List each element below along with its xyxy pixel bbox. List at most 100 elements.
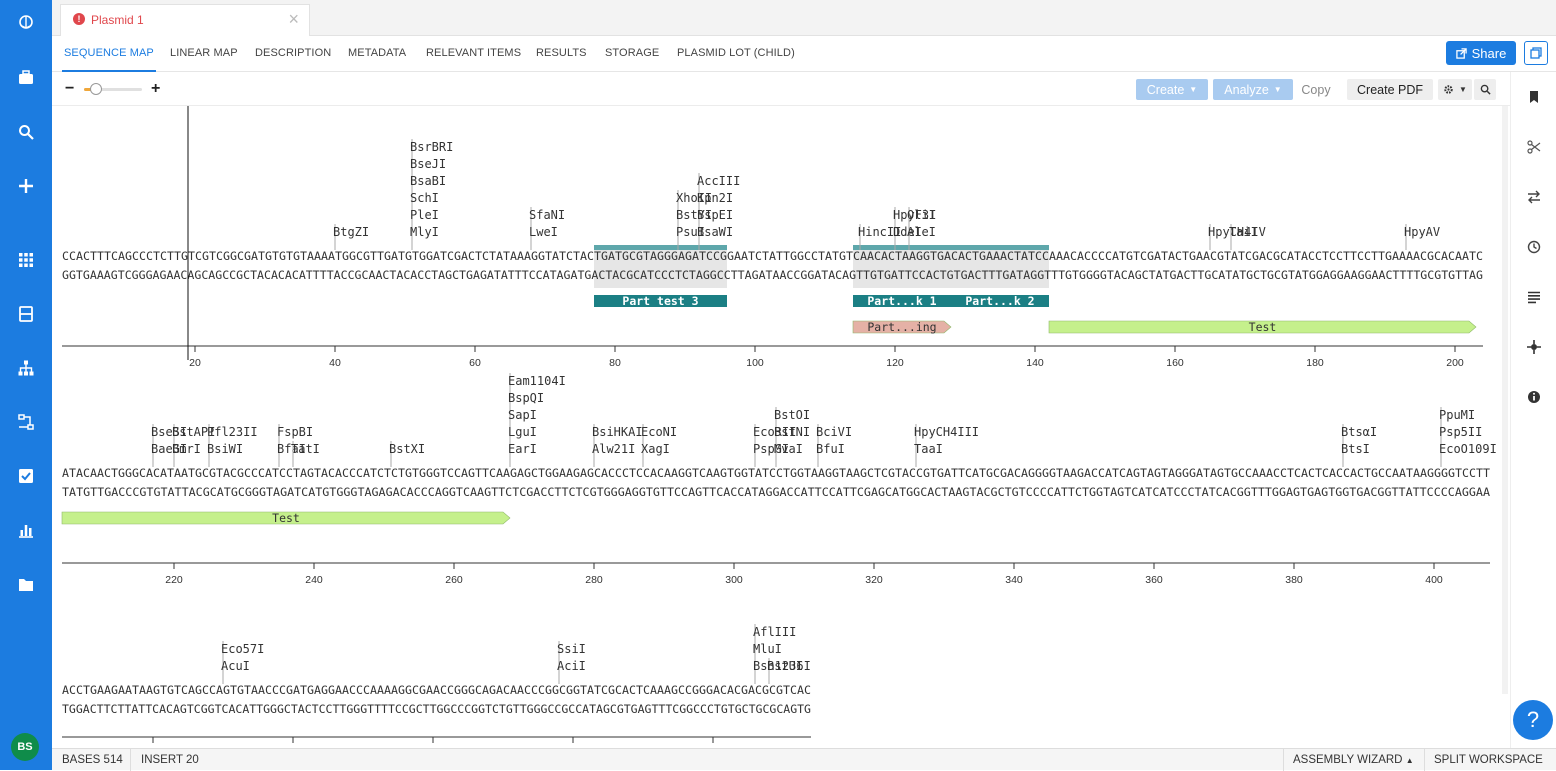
restriction-site-label[interactable]: BstOI bbox=[774, 408, 810, 422]
restriction-site-label[interactable]: EcoRII bbox=[753, 425, 796, 439]
document-tab[interactable]: ! Plasmid 1 × bbox=[60, 4, 310, 36]
create-pdf-button[interactable]: Create PDF bbox=[1347, 79, 1433, 100]
restriction-site-label[interactable]: Eam1104I bbox=[508, 374, 566, 388]
restriction-site-label[interactable]: SsiI bbox=[557, 642, 586, 656]
restriction-site-label[interactable]: Psp5II bbox=[1439, 425, 1482, 439]
restriction-site-label[interactable]: MvaI bbox=[774, 442, 803, 456]
feature-arrow[interactable] bbox=[852, 320, 952, 334]
list-icon[interactable] bbox=[1525, 288, 1543, 306]
restriction-site-label[interactable]: AcuI bbox=[221, 659, 250, 673]
restriction-site-label[interactable]: AciI bbox=[557, 659, 586, 673]
sequence-map[interactable]: CCACTTTCAGCCCTCTTGTCGTCGGCGATGTGTGTAAAAT… bbox=[52, 106, 1502, 748]
restriction-site-label[interactable]: EcoO109I bbox=[1439, 442, 1497, 456]
crosshair-icon[interactable] bbox=[1525, 338, 1543, 356]
restriction-site-label[interactable]: BsrBRI bbox=[410, 140, 453, 154]
hierarchy-icon[interactable] bbox=[14, 356, 38, 380]
restriction-site-label[interactable]: PpuMI bbox=[1439, 408, 1475, 422]
restriction-site-label[interactable]: BsiHKAI bbox=[592, 425, 643, 439]
restriction-site-label[interactable]: AleI bbox=[907, 225, 936, 239]
restriction-site-label[interactable]: PspGI bbox=[753, 442, 789, 456]
restriction-site-label[interactable]: MluI bbox=[753, 642, 782, 656]
restriction-site-label[interactable]: FspBI bbox=[277, 425, 313, 439]
tab-relevant-items[interactable]: RELEVANT ITEMS bbox=[426, 47, 522, 59]
plus-icon[interactable] bbox=[14, 174, 38, 198]
restriction-site-label[interactable]: EcoNI bbox=[641, 425, 677, 439]
restriction-site-label[interactable]: BtsαI bbox=[1341, 425, 1377, 439]
copy-button[interactable]: Copy bbox=[1301, 82, 1331, 97]
restriction-site-label[interactable]: BstNI bbox=[774, 425, 810, 439]
columns-icon[interactable] bbox=[14, 302, 38, 326]
help-button[interactable]: ? bbox=[1513, 700, 1553, 740]
history-icon[interactable] bbox=[1525, 238, 1543, 256]
share-button[interactable]: Share bbox=[1446, 41, 1516, 65]
restriction-site-label[interactable]: PleI bbox=[410, 208, 439, 222]
feature-bar[interactable] bbox=[951, 295, 1049, 307]
briefcase-icon[interactable] bbox=[14, 65, 38, 89]
feature-bar[interactable] bbox=[853, 295, 951, 307]
restriction-site-label[interactable]: HpyAV bbox=[1404, 225, 1440, 239]
restriction-site-label[interactable]: BstXI bbox=[389, 442, 425, 456]
analyze-dropdown[interactable]: Analyze ▼ bbox=[1213, 79, 1293, 100]
tab-metadata[interactable]: METADATA bbox=[348, 47, 407, 59]
bookmark-icon[interactable] bbox=[1525, 88, 1543, 106]
restriction-site-label[interactable]: TatI bbox=[291, 442, 320, 456]
restriction-site-label[interactable]: BmrI bbox=[172, 442, 201, 456]
grid-icon[interactable] bbox=[14, 248, 38, 272]
checklist-icon[interactable] bbox=[14, 464, 38, 488]
settings-dropdown[interactable]: ▼ bbox=[1438, 79, 1472, 100]
restriction-site-label[interactable]: MlyI bbox=[410, 225, 439, 239]
restriction-site-label[interactable]: HpyCH4IV bbox=[1208, 225, 1266, 239]
chart-icon[interactable] bbox=[14, 518, 38, 542]
restriction-site-label[interactable]: BsiWI bbox=[207, 442, 243, 456]
feature-arrow[interactable] bbox=[61, 511, 511, 525]
restriction-site-label[interactable]: Bsh1236I bbox=[753, 659, 811, 673]
search-sequence-button[interactable] bbox=[1474, 79, 1496, 100]
restriction-site-label[interactable]: BspQI bbox=[508, 391, 544, 405]
close-icon[interactable]: × bbox=[288, 9, 299, 29]
restriction-site-label[interactable]: HincII bbox=[858, 225, 901, 239]
tab-description[interactable]: DESCRIPTION bbox=[255, 47, 332, 59]
restriction-site-label[interactable]: BtsI bbox=[1341, 442, 1370, 456]
folder-icon[interactable] bbox=[14, 572, 38, 596]
zoom-in-button[interactable]: + bbox=[151, 80, 161, 97]
restriction-site-label[interactable]: BciVI bbox=[816, 425, 852, 439]
restriction-site-label[interactable]: LguI bbox=[508, 425, 537, 439]
restriction-site-label[interactable]: SchI bbox=[410, 191, 439, 205]
restriction-site-label[interactable]: BseJI bbox=[410, 157, 446, 171]
avatar[interactable]: BS bbox=[11, 733, 39, 761]
scrollbar[interactable] bbox=[1502, 106, 1508, 694]
restriction-site-label[interactable]: BspEI bbox=[697, 208, 733, 222]
restriction-site-label[interactable]: BfaI bbox=[277, 442, 306, 456]
search-icon[interactable] bbox=[14, 120, 38, 144]
restriction-site-label[interactable]: TaaI bbox=[914, 442, 943, 456]
restriction-site-label[interactable]: BstUI bbox=[767, 659, 803, 673]
restriction-site-label[interactable]: EarI bbox=[508, 442, 537, 456]
feature-arrow[interactable] bbox=[1048, 320, 1477, 334]
restriction-site-label[interactable]: OliI bbox=[907, 208, 936, 222]
restriction-site-label[interactable]: BstAPI bbox=[172, 425, 215, 439]
logo-icon[interactable] bbox=[14, 10, 38, 34]
swap-icon[interactable] bbox=[1525, 188, 1543, 206]
restriction-site-label[interactable]: XhoII bbox=[676, 191, 712, 205]
restriction-site-label[interactable]: HpyCH4III bbox=[914, 425, 979, 439]
restriction-site-label[interactable]: DdeI bbox=[893, 225, 922, 239]
split-workspace-button[interactable]: SPLIT WORKSPACE bbox=[1434, 754, 1543, 766]
tab-sequence-map[interactable]: SEQUENCE MAP bbox=[62, 47, 156, 72]
zoom-slider[interactable] bbox=[84, 83, 142, 95]
restriction-site-label[interactable]: BseSI bbox=[151, 425, 187, 439]
restriction-site-label[interactable]: Eco57I bbox=[221, 642, 264, 656]
restriction-site-label[interactable]: BstYI bbox=[676, 208, 712, 222]
restriction-site-label[interactable]: Kpn2I bbox=[697, 191, 733, 205]
restriction-site-label[interactable]: HpyF3I bbox=[893, 208, 936, 222]
workflow-icon[interactable] bbox=[14, 410, 38, 434]
restriction-site-label[interactable]: Alw21I bbox=[592, 442, 635, 456]
restriction-site-label[interactable]: BaeGI bbox=[151, 442, 187, 456]
assembly-wizard-button[interactable]: ASSEMBLY WIZARD ▲ bbox=[1293, 754, 1414, 766]
scissors-icon[interactable] bbox=[1525, 138, 1543, 156]
info-icon[interactable] bbox=[1525, 388, 1543, 406]
restriction-site-label[interactable]: Pfl23II bbox=[207, 425, 258, 439]
create-dropdown[interactable]: Create ▼ bbox=[1136, 79, 1208, 100]
restriction-site-label[interactable]: BtgZI bbox=[333, 225, 369, 239]
feature-bar[interactable] bbox=[594, 295, 727, 307]
restriction-site-label[interactable]: BsaWI bbox=[697, 225, 733, 239]
